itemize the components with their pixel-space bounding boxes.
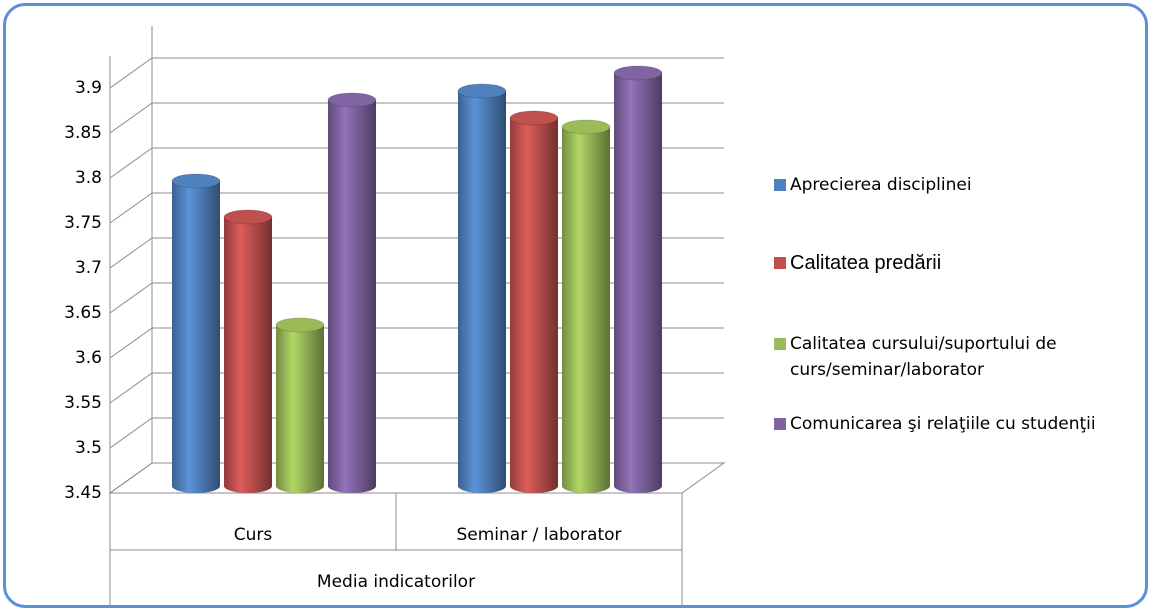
grid-line-side [109,282,153,314]
bar-top [509,110,559,126]
y-tick-label: 3.85 [64,123,102,143]
bar [224,217,272,493]
x-tick-label: Curs [234,525,273,545]
y-tick-label: 3.55 [64,393,102,413]
legend-item: Calitatea predării [774,250,1140,276]
y-tick-label: 3.9 [75,78,102,98]
grid-line-side [109,417,153,449]
legend-swatch [774,257,786,269]
grid-line-side [109,327,153,359]
legend-item: Aprecierea disciplinei [774,172,1140,198]
bar-top [327,92,377,108]
legend-item: Calitatea cursului/suportului de curs/se… [774,331,1140,383]
chart-frame [3,3,1148,608]
legend-label: Comunicarea şi relaţiile cu studenţii [790,414,1096,434]
bar [614,73,662,493]
legend-swatch [774,179,786,191]
x-tick-label: Seminar / laborator [456,525,621,545]
y-tick-label: 3.8 [75,168,102,188]
bar [276,325,324,493]
bar-top [171,173,221,189]
y-tick-label: 3.45 [64,483,102,503]
bar-top [223,209,273,225]
y-tick-label: 3.65 [64,303,102,323]
bar [328,100,376,493]
category-group-label: Media indicatorilor [317,572,475,592]
legend-item: Comunicarea şi relaţiile cu studenţii [774,411,1140,437]
bar [172,181,220,493]
bar [562,127,610,493]
bar-top [613,65,663,81]
bar-top [275,317,325,333]
legend-swatch [774,418,786,430]
legend-label: Aprecierea disciplinei [790,175,972,195]
grid-line-side [109,102,153,134]
y-tick-label: 3.5 [75,438,102,458]
grid-line-side [109,372,153,404]
y-tick-label: 3.7 [75,258,102,278]
grid-line-side [109,192,153,224]
legend-label: Calitatea cursului/suportului de curs/se… [790,334,1057,380]
grid-line-side [109,147,153,179]
grid-line-side [109,237,153,269]
bar [510,118,558,493]
bar-top [457,83,507,99]
grid-line-side [109,462,153,494]
bar [458,91,506,493]
y-tick-label: 3.6 [75,348,102,368]
y-tick-label: 3.75 [64,213,102,233]
legend-swatch [774,338,786,350]
bar-top [561,119,611,135]
grid-line-side [109,57,153,89]
legend-label: Calitatea predării [790,252,942,274]
